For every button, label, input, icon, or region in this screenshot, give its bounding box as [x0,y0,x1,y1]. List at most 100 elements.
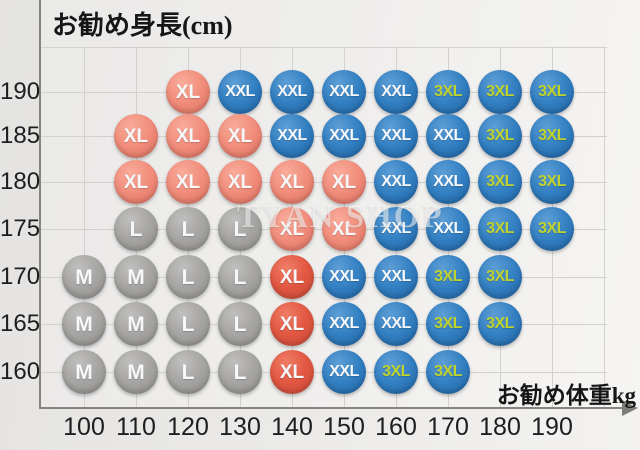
size-bubble-label: XXL [381,173,411,190]
size-bubble: XXL [322,114,366,158]
x-axis-line [40,407,624,409]
size-bubble-label: L [181,312,195,336]
gridline-vertical [604,47,605,407]
size-bubble-label: XL [175,171,201,193]
size-bubble: M [114,255,158,299]
size-bubble-label: 3XL [434,363,462,380]
size-bubble-label: 3XL [538,127,566,144]
size-bubble: L [218,207,262,251]
size-bubble-label: 3XL [538,220,566,237]
size-bubble-label: M [127,360,145,384]
size-bubble-label: L [233,360,247,384]
size-bubble-label: 3XL [538,83,566,100]
size-bubble: M [62,302,106,346]
y-tick-label: 170 [0,263,41,290]
size-bubble-label: XL [123,125,149,147]
size-bubble: L [166,350,210,394]
size-bubble-label: L [181,360,195,384]
size-bubble: XXL [426,207,470,251]
size-bubble: 3XL [426,70,470,114]
x-tick-label: 160 [375,413,417,441]
y-axis-line [39,0,41,409]
size-bubble: XL [322,207,366,251]
size-bubble: XXL [374,207,418,251]
size-bubble: XXL [322,302,366,346]
size-bubble-label: XL [279,313,305,335]
size-bubble: 3XL [478,302,522,346]
size-bubble-label: XL [279,171,305,193]
size-bubble: XXL [322,70,366,114]
size-bubble: 3XL [426,302,470,346]
size-bubble-label: 3XL [486,173,514,190]
size-bubble-label: L [233,217,247,241]
x-tick-label: 110 [116,413,156,441]
size-bubble: M [114,350,158,394]
size-bubble-label: XL [279,361,305,383]
size-bubble-label: XXL [225,83,255,100]
size-bubble-label: XL [227,125,253,147]
size-bubble: 3XL [530,207,574,251]
size-bubble-label: XL [279,218,305,240]
size-bubble-label: 3XL [382,363,410,380]
size-bubble: XXL [218,70,262,114]
size-bubble-label: XXL [329,83,359,100]
size-bubble: XXL [426,160,470,204]
size-bubble: 3XL [426,350,470,394]
size-bubble: L [218,350,262,394]
size-bubble-label: L [233,312,247,336]
size-bubble-label: XXL [329,315,359,332]
size-bubble: XXL [270,70,314,114]
size-bubble: XL [218,114,262,158]
x-tick-label: 170 [427,413,469,441]
x-tick-label: 120 [167,413,209,441]
size-bubble: XL [270,255,314,299]
size-bubble-label: 3XL [486,83,514,100]
size-bubble-label: 3XL [538,173,566,190]
size-bubble-label: XXL [381,315,411,332]
size-bubble: XXL [322,350,366,394]
size-bubble: XL [270,207,314,251]
size-bubble: XL [166,114,210,158]
size-bubble-label: XXL [433,173,463,190]
size-bubble-label: XL [331,171,357,193]
size-bubble-label: XL [279,266,305,288]
size-bubble-label: 3XL [486,220,514,237]
size-bubble-label: 3XL [434,268,462,285]
size-bubble: 3XL [426,255,470,299]
watermark: TYAN SHOP [237,199,444,235]
size-bubble-label: XXL [381,83,411,100]
size-bubble-label: XXL [381,127,411,144]
size-bubble-label: XXL [381,220,411,237]
y-tick-label: 185 [0,122,41,149]
size-bubble-label: XL [175,81,201,103]
y-tick-label: 190 [0,78,41,105]
size-bubble-label: 3XL [434,83,462,100]
size-bubble: 3XL [478,114,522,158]
size-bubble: M [62,255,106,299]
size-bubble-label: XXL [277,127,307,144]
size-bubble-label: L [181,217,195,241]
size-bubble-label: XXL [433,127,463,144]
y-axis-title: お勧め身長(cm) [52,11,233,40]
size-bubble: XL [322,160,366,204]
size-bubble-label: XL [227,171,253,193]
size-bubble-label: XXL [329,127,359,144]
size-bubble: XXL [374,160,418,204]
size-bubble: XL [270,160,314,204]
size-bubble-label: XXL [329,268,359,285]
y-tick-label: 180 [0,168,41,195]
y-tick-label: 175 [0,215,41,242]
x-axis-arrow-icon [622,400,638,416]
size-bubble: 3XL [530,114,574,158]
size-bubble-label: M [75,360,93,384]
size-bubble-label: 3XL [486,268,514,285]
size-bubble-label: XXL [381,268,411,285]
size-bubble: XXL [374,302,418,346]
size-bubble: XL [114,114,158,158]
size-bubble: 3XL [478,70,522,114]
size-bubble-label: M [127,265,145,289]
x-tick-label: 150 [323,413,365,441]
size-bubble: 3XL [478,207,522,251]
size-bubble: XXL [374,70,418,114]
